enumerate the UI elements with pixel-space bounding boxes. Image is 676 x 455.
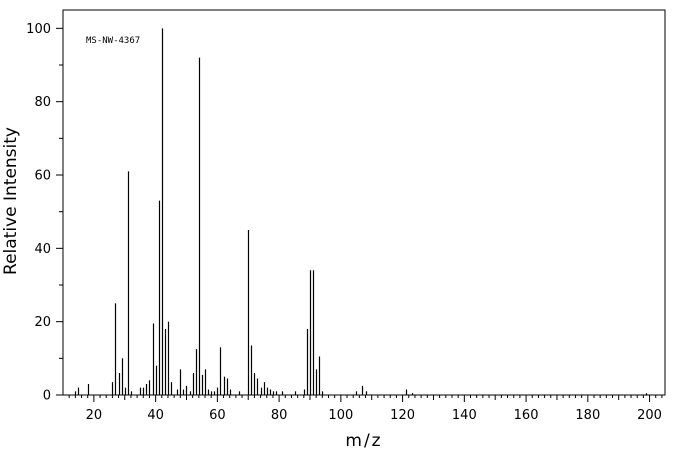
x-tick-label: 100 <box>328 408 353 423</box>
x-tick-label: 40 <box>147 408 164 423</box>
y-tick-label: 60 <box>34 169 51 184</box>
x-tick-label: 200 <box>637 408 662 423</box>
y-tick-label: 20 <box>34 315 51 330</box>
x-tick-label: 160 <box>514 408 539 423</box>
y-axis: 0 20 40 60 80 100 <box>26 22 63 404</box>
x-tick-label: 20 <box>86 408 103 423</box>
x-tick-label: 120 <box>390 408 415 423</box>
x-tick-label: 80 <box>271 408 288 423</box>
y-tick-label: 80 <box>34 95 51 110</box>
y-axis-title: Relative Intensity <box>1 127 21 275</box>
x-axis: 20 40 60 80 100 120 140 160 180 200 <box>68 395 663 423</box>
y-tick-label: 40 <box>34 242 51 257</box>
x-tick-label: 180 <box>575 408 600 423</box>
y-tick-label: 0 <box>43 389 51 404</box>
chart-annotation: MS-NW-4367 <box>86 36 140 46</box>
x-axis-title: m/z <box>345 431 382 451</box>
spectrum-peaks <box>74 28 648 395</box>
y-tick-label: 100 <box>26 22 51 37</box>
x-tick-label: 60 <box>209 408 226 423</box>
x-tick-label: 140 <box>452 408 477 423</box>
plot-frame <box>62 9 666 396</box>
